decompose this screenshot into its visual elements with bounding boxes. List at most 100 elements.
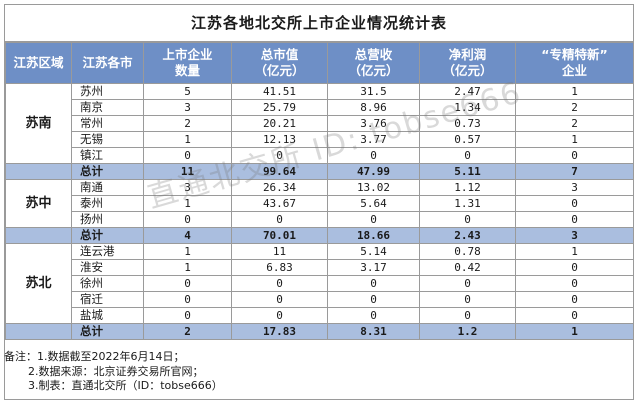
table-row: 苏中 南通 3 26.34 13.02 1.12 3 [5,179,634,228]
table-row: 淮安 1 6.83 3.17 0.42 0 [6,259,634,276]
value-cell: 2.47 [419,83,516,100]
value-cell: 3.76 [327,115,420,132]
city-cell: 南京 [71,99,144,116]
region-cell: 苏南 [5,83,72,164]
value-cell: 3.17 [327,259,420,276]
value-cell: 26.34 [231,179,328,196]
total-value-cell: 1 [515,323,634,340]
city-cell: 宿迁 [71,291,144,308]
total-row: 总计 11 99.64 47.99 5.11 7 [5,163,634,180]
value-cell: 2 [515,99,634,116]
city-cell: 苏州 [71,83,144,100]
value-cell: 0 [515,291,634,308]
value-cell: 0 [327,291,420,308]
value-cell: 0 [327,275,420,292]
value-cell: 20.21 [231,115,328,132]
total-region-cell [5,323,72,340]
table-row: 常州 2 20.21 3.76 0.73 2 [6,115,634,132]
value-cell: 3 [143,99,232,116]
notes: 备注：1.数据截至2022年6月14日； 2.数据来源：北京证券交易所官网； 3… [4,350,223,394]
value-cell: 0 [143,291,232,308]
value-cell: 12.13 [231,131,328,148]
city-cell: 淮安 [71,259,144,276]
value-cell: 0 [419,147,516,164]
value-cell: 5 [143,83,232,100]
value-cell: 0 [231,307,328,324]
column-header: 总市值 （亿元） [231,42,328,84]
value-cell: 0 [143,211,232,228]
value-cell: 0.57 [419,131,516,148]
total-value-cell: 11 [143,163,232,180]
column-header: 上市企业 数量 [143,42,232,84]
value-cell: 0 [327,147,420,164]
total-value-cell: 3 [515,227,634,244]
value-cell: 3 [143,179,232,196]
value-cell: 1.34 [419,99,516,116]
value-cell: 1.12 [419,179,516,196]
table-row: 扬州 0 0 0 0 0 [6,211,634,228]
total-value-cell: 2.43 [419,227,516,244]
value-cell: 3.77 [327,131,420,148]
table-row: 泰州 1 43.67 5.64 1.31 0 [6,195,634,212]
total-value-cell: 17.83 [231,323,328,340]
value-cell: 1.31 [419,195,516,212]
value-cell: 0 [419,307,516,324]
value-cell: 0 [515,195,634,212]
value-cell: 0 [515,259,634,276]
value-cell: 25.79 [231,99,328,116]
value-cell: 0 [231,291,328,308]
value-cell: 0 [143,275,232,292]
value-cell: 43.67 [231,195,328,212]
city-cell: 盐城 [71,307,144,324]
table-body: 苏南 苏州 5 41.51 31.5 2.47 1 南京 3 25.79 8.96 1.34 2 常州 2 2… [5,83,634,340]
total-value-cell: 99.64 [231,163,328,180]
city-cell: 徐州 [71,275,144,292]
value-cell: 11 [231,243,328,260]
column-header: 江苏各市 [71,42,144,84]
note-line: 2.数据来源：北京证券交易所官网； [28,364,204,378]
table-row: 镇江 0 0 0 0 0 [6,147,634,164]
total-value-cell: 2 [143,323,232,340]
table-title: 江苏各地北交所上市企业情况统计表 [5,5,633,42]
total-value-cell: 8.31 [327,323,420,340]
statistics-sheet: 江苏各地北交所上市企业情况统计表 江苏区域 江苏各市 上市企业 数量 总市值 （亿元） 总营… [4,4,634,400]
value-cell: 0 [419,275,516,292]
value-cell: 1 [143,243,232,260]
value-cell: 0 [231,147,328,164]
table-row: 苏南 苏州 5 41.51 31.5 2.47 1 [5,83,634,164]
value-cell: 0 [515,211,634,228]
value-cell: 31.5 [327,83,420,100]
total-value-cell: 7 [515,163,634,180]
city-cell: 扬州 [71,211,144,228]
city-cell: 镇江 [71,147,144,164]
value-cell: 2 [515,115,634,132]
column-header: “专精特新” 企业 [515,42,634,84]
value-cell: 0 [231,275,328,292]
table-row: 宿迁 0 0 0 0 0 [6,291,634,308]
value-cell: 0 [515,275,634,292]
total-value-cell: 18.66 [327,227,420,244]
total-value-cell: 5.11 [419,163,516,180]
total-row: 总计 2 17.83 8.31 1.2 1 [5,323,634,340]
total-label: 总计 [71,227,144,244]
total-region-cell [5,227,72,244]
column-header: 江苏区域 [5,42,72,84]
table-row: 南京 3 25.79 8.96 1.34 2 [6,99,634,116]
column-header: 净利润 （亿元） [419,42,516,84]
table-row: 苏北 连云港 1 11 5.14 0.78 1 [5,243,634,324]
value-cell: 0 [143,307,232,324]
value-cell: 1 [515,131,634,148]
city-cell: 无锡 [71,131,144,148]
value-cell: 6.83 [231,259,328,276]
total-row: 总计 4 70.01 18.66 2.43 3 [5,227,634,244]
total-region-cell [5,163,72,180]
value-cell: 5.64 [327,195,420,212]
total-value-cell: 4 [143,227,232,244]
value-cell: 3 [515,179,634,196]
table-row: 盐城 0 0 0 0 0 [6,307,634,324]
header-row: 江苏区域 江苏各市 上市企业 数量 总市值 （亿元） 总营收 （亿元） 净利润 （亿元） “专精特新… [5,42,634,84]
value-cell: 1 [515,83,634,100]
city-cell: 连云港 [71,243,144,260]
value-cell: 1 [515,243,634,260]
table-row: 徐州 0 0 0 0 0 [6,275,634,292]
